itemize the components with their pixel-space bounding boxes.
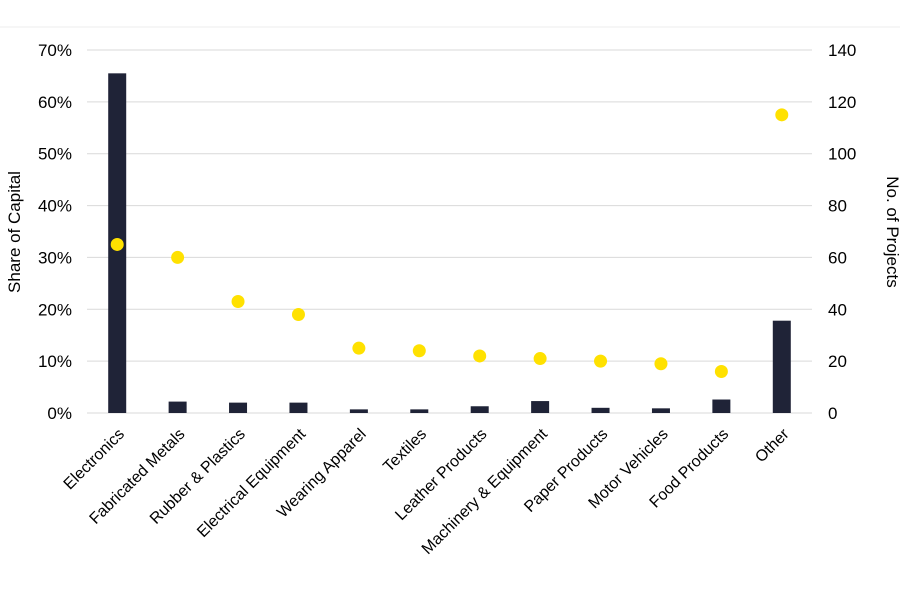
point — [714, 365, 728, 379]
bar — [591, 407, 610, 413]
right-tick-label: 100 — [828, 145, 856, 164]
point — [594, 354, 608, 368]
point — [473, 349, 487, 363]
point — [110, 237, 124, 251]
right-tick-label: 40 — [828, 300, 847, 319]
category-label: Electrical Equipment — [194, 425, 310, 541]
bar — [168, 401, 187, 413]
point — [412, 344, 426, 358]
bar-series — [108, 73, 791, 413]
bar — [410, 409, 429, 413]
bar — [651, 408, 670, 413]
bar — [531, 401, 550, 413]
point — [654, 357, 668, 371]
right-tick-label: 140 — [828, 41, 856, 60]
left-axis-ticks: 0% 10% 20% 30% 40% 50% 60% 70% — [38, 41, 72, 423]
point — [533, 352, 547, 366]
bar — [289, 402, 308, 413]
bar — [349, 409, 368, 413]
point — [231, 295, 245, 309]
point — [171, 250, 185, 264]
right-tick-label: 60 — [828, 248, 847, 267]
point — [775, 108, 789, 122]
left-axis-title: Share of Capital — [5, 171, 24, 293]
right-axis-ticks: 0 20 40 60 80 100 120 140 — [828, 41, 856, 423]
bar — [772, 320, 791, 413]
left-tick-label: 30% — [38, 248, 72, 267]
gridlines — [87, 49, 812, 414]
category-label: Other — [752, 425, 793, 466]
point-series — [110, 108, 789, 379]
point — [352, 341, 366, 355]
right-axis-title: No. of Projects — [883, 176, 900, 288]
left-tick-label: 0% — [47, 404, 72, 423]
category-label: Textiles — [380, 426, 430, 476]
right-tick-label: 120 — [828, 93, 856, 112]
left-tick-label: 10% — [38, 352, 72, 371]
point — [291, 307, 305, 321]
right-tick-label: 0 — [828, 404, 837, 423]
left-tick-label: 40% — [38, 197, 72, 216]
left-tick-label: 20% — [38, 300, 72, 319]
right-tick-label: 80 — [828, 197, 847, 216]
right-tick-label: 20 — [828, 352, 847, 371]
bar — [229, 402, 248, 413]
bar — [470, 406, 489, 413]
category-label: Machinery & Equipment — [419, 425, 552, 558]
bar — [712, 399, 731, 413]
left-tick-label: 70% — [38, 41, 72, 60]
left-tick-label: 50% — [38, 145, 72, 164]
left-tick-label: 60% — [38, 93, 72, 112]
